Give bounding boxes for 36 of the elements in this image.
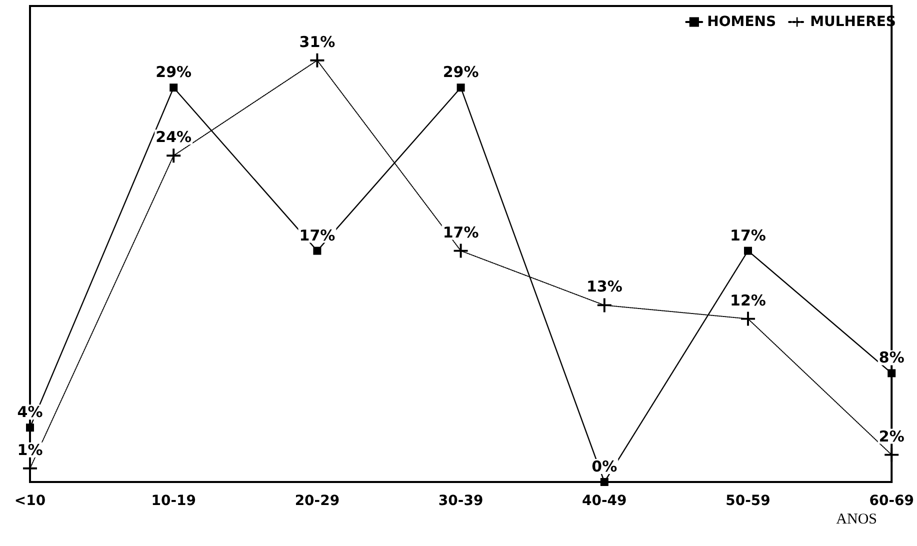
- point: [456, 84, 465, 92]
- point: [597, 298, 612, 312]
- x-tick-label: 50-59: [726, 493, 770, 509]
- data-label: 13%: [586, 278, 622, 296]
- point: [884, 448, 899, 462]
- data-label: 29%: [156, 63, 192, 82]
- data-label: 29%: [442, 63, 479, 82]
- legend-label: HOMENS: [707, 14, 776, 30]
- data-label: 0%: [592, 458, 618, 476]
- point: [166, 148, 181, 163]
- point: [741, 312, 756, 326]
- data-label: 4%: [17, 403, 43, 422]
- data-label: 17%: [730, 226, 766, 244]
- x-tick-label: 20-29: [294, 493, 340, 509]
- point: [170, 84, 178, 92]
- data-label: 31%: [299, 32, 336, 51]
- x-tick-label: 40-49: [582, 493, 627, 509]
- data-label: 17%: [299, 226, 336, 244]
- data-label: 2%: [878, 427, 904, 446]
- point: [744, 246, 752, 255]
- data-label: 8%: [878, 348, 904, 367]
- data-label: 1%: [17, 440, 43, 459]
- point: [600, 478, 608, 486]
- point: [310, 53, 324, 68]
- data-label: 24%: [156, 128, 192, 146]
- x-tick-label: 30-39: [438, 493, 484, 509]
- point: [313, 246, 322, 255]
- data-label: 12%: [730, 291, 766, 310]
- x-tick-label: <10: [14, 493, 46, 509]
- x-tick-label: 10-19: [151, 493, 196, 509]
- data-label: 17%: [442, 223, 479, 242]
- point: [888, 369, 896, 378]
- x-axis-title: ANOS: [836, 512, 878, 528]
- x-tick-label: 60-69: [869, 493, 914, 509]
- point: [26, 424, 34, 432]
- point: [454, 244, 468, 258]
